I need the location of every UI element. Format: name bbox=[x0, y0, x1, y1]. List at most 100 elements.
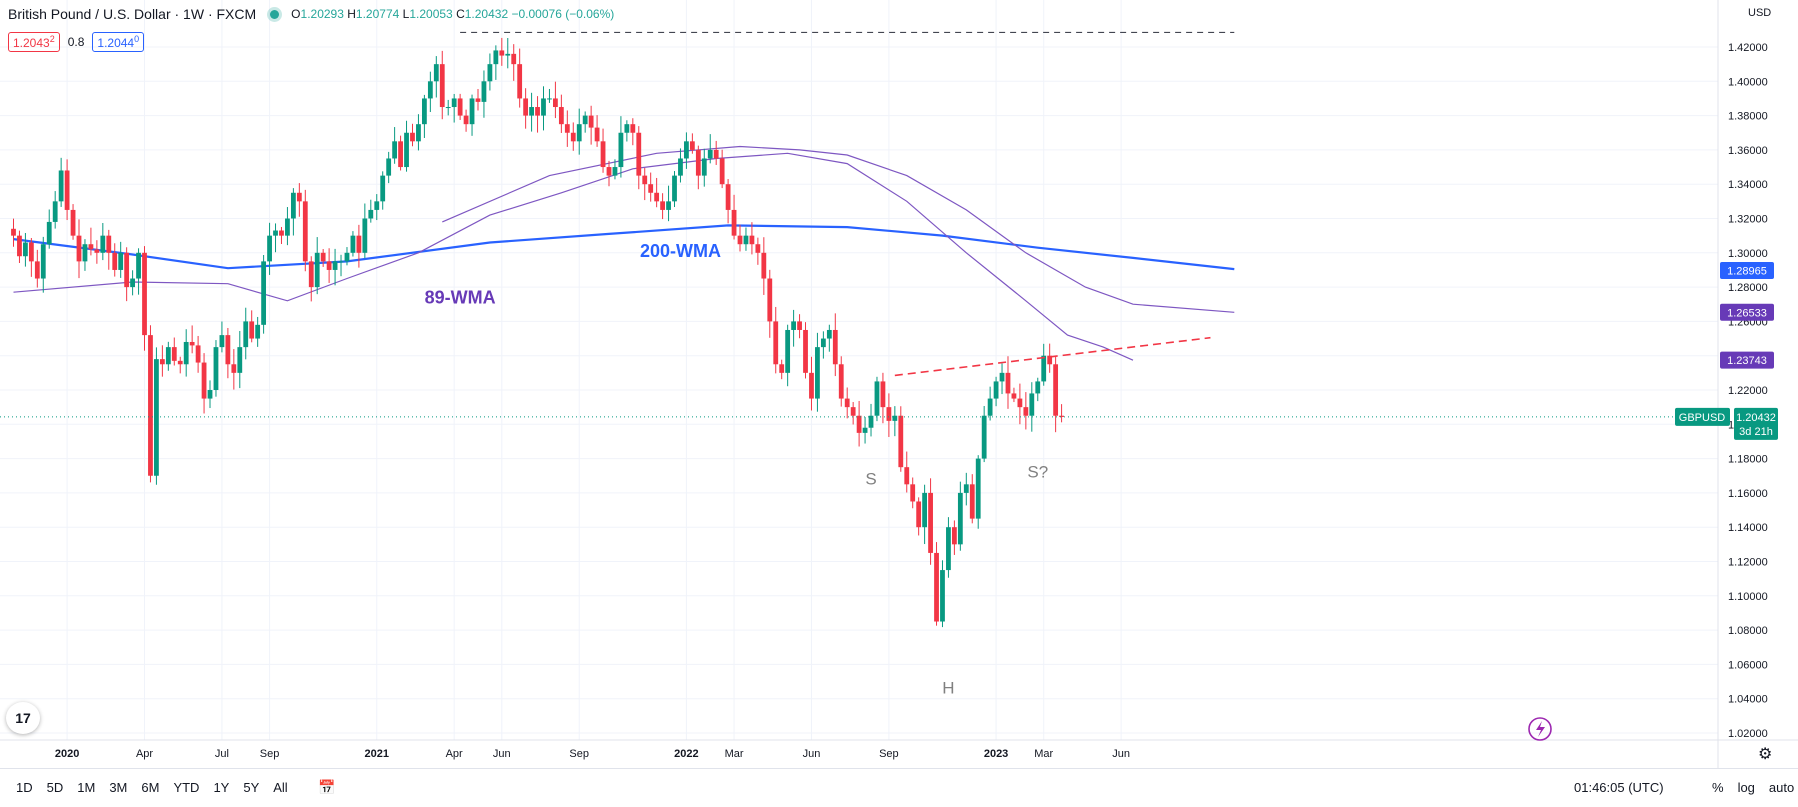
candle-body bbox=[725, 184, 731, 210]
candle-body bbox=[344, 252, 350, 262]
neckline-line bbox=[894, 336, 1211, 377]
candle bbox=[231, 349, 237, 390]
candle bbox=[606, 160, 612, 187]
candle-body bbox=[439, 64, 445, 108]
candles bbox=[11, 37, 1064, 628]
candle bbox=[58, 157, 64, 207]
symbol-title[interactable]: British Pound / U.S. Dollar · 1W · FXCM bbox=[8, 6, 257, 22]
range-button-1m[interactable]: 1M bbox=[77, 780, 96, 795]
candle-body bbox=[225, 335, 231, 365]
candle bbox=[856, 400, 862, 447]
candle-body bbox=[636, 132, 642, 176]
candle-body bbox=[398, 141, 403, 168]
candle-body bbox=[469, 98, 475, 125]
candle-body bbox=[499, 50, 505, 56]
range-button-5d[interactable]: 5D bbox=[46, 780, 64, 795]
candle bbox=[541, 86, 546, 131]
candle-body bbox=[1047, 355, 1053, 365]
buy-button[interactable]: 1.20440 bbox=[92, 32, 145, 52]
spread-value: 0.8 bbox=[67, 35, 85, 49]
candle-body bbox=[392, 141, 398, 159]
candle bbox=[1023, 392, 1029, 430]
candle bbox=[1035, 377, 1041, 402]
range-button-1y[interactable]: 1Y bbox=[213, 780, 230, 795]
candle-body bbox=[666, 201, 671, 210]
currency-label[interactable]: USD bbox=[1748, 7, 1771, 19]
close-value: 1.20432 bbox=[464, 7, 509, 21]
clock[interactable]: 01:46:05 (UTC) bbox=[1574, 780, 1664, 795]
candle bbox=[439, 50, 445, 120]
candle bbox=[171, 337, 177, 366]
candle-body bbox=[177, 360, 183, 365]
log-toggle[interactable]: log bbox=[1737, 780, 1755, 795]
candle-body bbox=[844, 398, 850, 408]
candle bbox=[779, 359, 785, 380]
candle-body bbox=[612, 167, 618, 176]
candle-body bbox=[11, 228, 16, 236]
candle bbox=[362, 203, 368, 259]
range-button-5y[interactable]: 5Y bbox=[243, 780, 260, 795]
candle-body bbox=[553, 98, 558, 108]
candle bbox=[576, 108, 582, 155]
range-button-all[interactable]: All bbox=[273, 780, 288, 795]
candle-body bbox=[58, 170, 64, 202]
candle bbox=[672, 171, 677, 208]
candle bbox=[767, 269, 773, 338]
alert-icon[interactable] bbox=[1528, 717, 1552, 741]
candle-body bbox=[362, 218, 368, 253]
chart-settings-icon[interactable]: ⚙ bbox=[1758, 746, 1773, 763]
candle bbox=[600, 128, 606, 173]
price-badge bbox=[1720, 262, 1774, 280]
candle-body bbox=[171, 347, 177, 361]
tradingview-logo-icon[interactable]: 17 bbox=[6, 702, 40, 734]
range-button-3m[interactable]: 3M bbox=[109, 780, 128, 795]
candle bbox=[785, 324, 791, 387]
time-axis[interactable]: 2020 Apr Jul Sep 2021 Apr Jun Sep 2022 Mar Jun Sep 2… bbox=[55, 748, 1130, 760]
candle-body bbox=[94, 249, 100, 253]
candle bbox=[946, 517, 951, 578]
candle-body bbox=[963, 484, 969, 493]
candle-body bbox=[576, 124, 582, 142]
price-axis[interactable]: 1.02000 1.04000 1.06000 1.08000 1.10000 1.120… bbox=[1728, 42, 1768, 740]
candle bbox=[928, 478, 933, 565]
candle-body bbox=[338, 261, 344, 263]
candle-body bbox=[273, 230, 278, 236]
candle bbox=[684, 132, 689, 169]
candle-body bbox=[731, 209, 737, 236]
candle-body bbox=[374, 201, 380, 210]
candle bbox=[803, 322, 808, 379]
candle bbox=[558, 94, 564, 133]
candle-body bbox=[308, 261, 314, 288]
candle bbox=[660, 193, 665, 220]
symbol-badge-label: GBPUSD bbox=[1679, 412, 1726, 424]
date-ranges: 1D 5D 1M 3M 6M YTD 1Y 5Y All bbox=[16, 780, 302, 795]
candle bbox=[910, 477, 916, 509]
candle bbox=[189, 325, 195, 354]
candle-body bbox=[946, 527, 951, 571]
range-button-ytd[interactable]: YTD bbox=[173, 780, 200, 795]
candle-body bbox=[28, 242, 34, 262]
calendar-icon[interactable]: 📅 bbox=[318, 779, 336, 795]
sell-button[interactable]: 1.20432 bbox=[8, 32, 60, 52]
candle-body bbox=[183, 341, 189, 365]
candle-body bbox=[719, 158, 725, 185]
price-badge-label: 1.23743 bbox=[1727, 355, 1767, 367]
candle bbox=[553, 81, 558, 119]
range-button-6m[interactable]: 6M bbox=[141, 780, 160, 795]
y-tick-label: 1.04000 bbox=[1728, 694, 1768, 706]
candle bbox=[416, 114, 421, 151]
y-tick-label: 1.42000 bbox=[1728, 42, 1768, 54]
candle-body bbox=[124, 252, 130, 288]
candle bbox=[302, 189, 308, 272]
candle-body bbox=[624, 124, 630, 133]
range-button-1d[interactable]: 1D bbox=[16, 780, 33, 795]
auto-toggle[interactable]: auto bbox=[1768, 780, 1795, 795]
percent-toggle[interactable]: % bbox=[1712, 780, 1724, 795]
candle bbox=[666, 185, 671, 222]
candle bbox=[713, 140, 719, 165]
candle bbox=[457, 93, 463, 120]
candle bbox=[826, 324, 832, 352]
candle-body bbox=[570, 132, 576, 142]
candle bbox=[475, 88, 481, 111]
